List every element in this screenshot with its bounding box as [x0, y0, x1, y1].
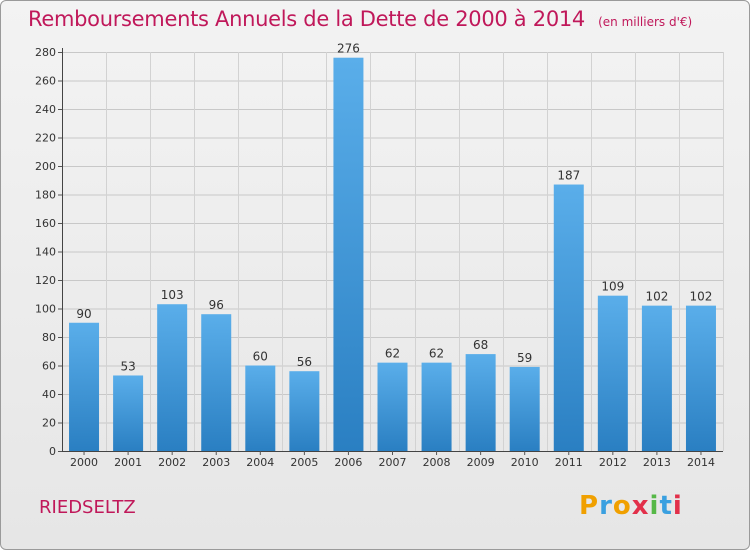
bar-value-label: 102 — [690, 290, 713, 304]
x-tick-label: 2010 — [511, 456, 539, 469]
bar — [245, 365, 276, 451]
bar — [465, 354, 496, 451]
y-tick-label: 200 — [35, 160, 56, 173]
bar-value-label: 59 — [517, 351, 532, 365]
x-tick-label: 2006 — [334, 456, 362, 469]
bar-value-label: 96 — [209, 298, 224, 312]
x-tick-label: 2001 — [114, 456, 142, 469]
bar — [69, 322, 100, 451]
x-tick-label: 2013 — [643, 456, 671, 469]
bar-value-label: 187 — [557, 169, 580, 183]
labels: 0 20 40 60 80 100 120 140 160 180 200 220 240 260 280 9… — [35, 42, 715, 469]
commune-name: RIEDSELTZ — [39, 497, 136, 518]
chart-title: Remboursements Annuels de la Dette de 20… — [28, 7, 585, 31]
bar — [333, 57, 364, 451]
bar-value-label: 276 — [337, 42, 360, 56]
x-tick-label: 2002 — [158, 456, 186, 469]
bar-value-label: 68 — [473, 338, 488, 352]
bar-value-label: 62 — [385, 347, 400, 361]
y-tick-label: 160 — [35, 217, 56, 230]
y-tick-label: 80 — [42, 331, 56, 344]
x-tick-label: 2008 — [423, 456, 451, 469]
bar-value-label: 56 — [297, 355, 312, 369]
y-tick-label: 180 — [35, 189, 56, 202]
y-tick-label: 260 — [35, 75, 56, 88]
y-tick-label: 100 — [35, 303, 56, 316]
chart-subtitle: (en milliers d'€) — [598, 15, 693, 29]
bar — [289, 371, 320, 451]
bar — [157, 304, 188, 451]
chart-title-row: Remboursements Annuels de la Dette de 20… — [28, 7, 692, 31]
bar-value-label: 109 — [601, 280, 624, 294]
x-tick-label: 2012 — [599, 456, 627, 469]
y-tick-label: 280 — [35, 46, 56, 59]
x-tick-label: 2005 — [290, 456, 318, 469]
x-tick-label: 2003 — [202, 456, 230, 469]
y-tick-label: 140 — [35, 246, 56, 259]
bar — [509, 366, 540, 451]
bar-value-label: 60 — [253, 350, 268, 364]
x-tick-label: 2014 — [687, 456, 715, 469]
bar-value-label: 103 — [161, 288, 184, 302]
y-tick-label: 220 — [35, 132, 56, 145]
axes — [58, 48, 723, 455]
y-tick-label: 40 — [42, 388, 56, 401]
y-tick-label: 0 — [49, 445, 56, 458]
bar — [685, 305, 716, 451]
y-tick-label: 240 — [35, 103, 56, 116]
bar — [377, 362, 408, 451]
x-tick-label: 2004 — [246, 456, 274, 469]
x-tick-label: 2009 — [467, 456, 495, 469]
x-tick-label: 2007 — [379, 456, 407, 469]
x-tick-label: 2000 — [70, 456, 98, 469]
bar — [421, 362, 452, 451]
y-tick-label: 60 — [42, 360, 56, 373]
bar-value-label: 53 — [120, 359, 135, 373]
bar — [641, 305, 672, 451]
bar — [201, 314, 232, 451]
x-tick-label: 2011 — [555, 456, 583, 469]
bar-value-label: 90 — [76, 307, 91, 321]
bar — [553, 184, 584, 451]
bars — [69, 57, 716, 451]
bar — [113, 375, 144, 451]
y-tick-label: 20 — [42, 417, 56, 430]
bar-value-label: 62 — [429, 347, 444, 361]
y-tick-label: 120 — [35, 274, 56, 287]
bar — [597, 295, 628, 451]
bar-value-label: 102 — [645, 290, 668, 304]
proxiti-logo: Proxiti — [579, 491, 683, 521]
